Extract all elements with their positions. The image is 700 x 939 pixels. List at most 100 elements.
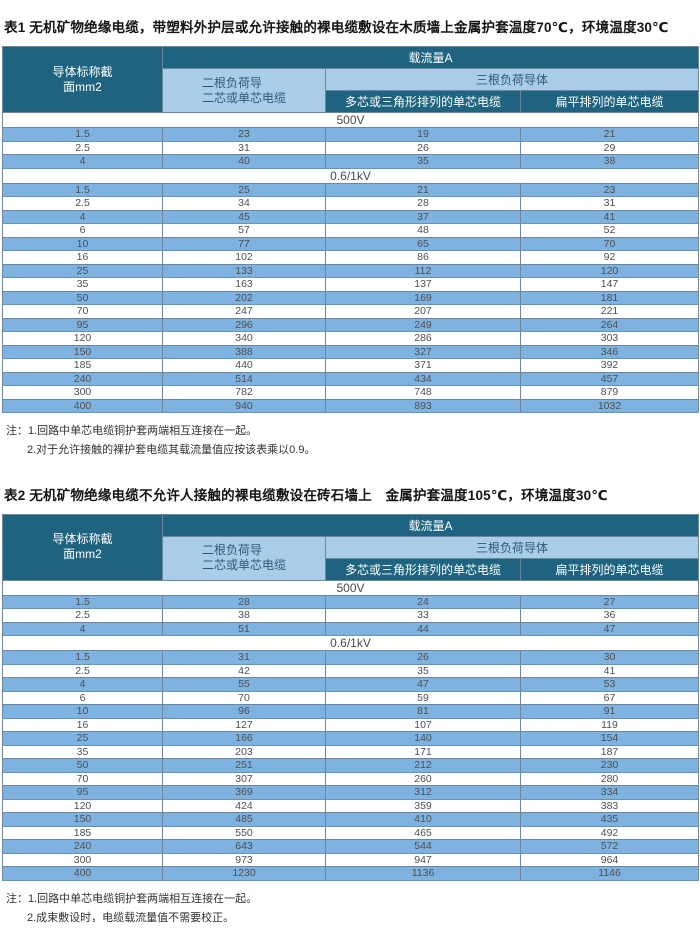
ampacity-value-cell: 31 xyxy=(519,196,700,211)
table-row: 95 296 249 264 xyxy=(2,317,700,332)
table-row: 2.5 31 26 29 xyxy=(2,140,700,155)
ampacity-value-cell: 28 xyxy=(325,196,521,211)
table2-body: 500V 1.5 28 24 27 2.5 38 33 36 4 51 44 47 0.6/1kV 1.5 3… xyxy=(1,579,700,881)
table-row: 120 424 359 383 xyxy=(2,798,700,813)
table-row: 35 163 137 147 xyxy=(2,277,700,292)
note-line: 注：1.回路中单芯电缆铜护套两端相互连接在一起。 xyxy=(6,425,258,437)
conductor-size-cell: 2.5 xyxy=(2,196,163,211)
table2: 导体标称截 面mm2 载流量A 二根负荷导 二芯或单芯电缆 三根负荷导体 多芯或… xyxy=(1,513,700,881)
ampacity-value-cell: 119 xyxy=(519,717,700,732)
ampacity-value-cell: 21 xyxy=(325,182,521,197)
table2-header-row-1: 导体标称截 面mm2 载流量A xyxy=(2,513,700,581)
flat-arrangement-header: 扁平排列的单芯电缆 xyxy=(519,90,700,113)
ampacity-value-cell: 230 xyxy=(519,758,700,773)
ampacity-value-cell: 893 xyxy=(325,398,521,413)
conductor-size-cell: 4 xyxy=(2,209,163,224)
table-row: 400 1230 1136 1146 xyxy=(2,866,700,881)
conductor-size-cell: 4 xyxy=(2,154,163,169)
conductor-size-cell: 95 xyxy=(2,785,163,800)
ampacity-value-cell: 23 xyxy=(162,127,326,142)
table1: 导体标称截 面mm2 载流量A 二根负荷导 二芯或单芯电缆 三根负荷导体 多芯或… xyxy=(1,46,700,413)
ampacity-value-cell: 154 xyxy=(519,731,700,746)
table-row: 400 940 893 1032 xyxy=(2,398,700,413)
conductor-size-header-line1: 导体标称截 xyxy=(52,532,113,546)
conductor-size-cell: 95 xyxy=(2,317,163,332)
two-loaded-conductors-line2: 二芯或单芯电缆 xyxy=(201,558,286,572)
ampacity-value-cell: 203 xyxy=(162,744,326,759)
ampacity-value-cell: 748 xyxy=(325,385,521,400)
ampacity-value-cell: 48 xyxy=(325,223,521,238)
conductor-size-cell: 35 xyxy=(2,744,163,759)
table2-header-row-3: 多芯或三角形排列的单芯电缆 扁平排列的单芯电缆 xyxy=(3,557,700,581)
conductor-size-cell: 150 xyxy=(2,344,163,359)
ampacity-value-cell: 202 xyxy=(162,290,326,305)
two-loaded-conductors-header: 二根负荷导 二芯或单芯电缆 xyxy=(162,535,326,581)
table-row: 240 514 434 457 xyxy=(2,371,700,386)
conductor-size-header-line2: 面mm2 xyxy=(63,547,102,561)
ampacity-value-cell: 38 xyxy=(519,154,700,169)
ampacity-header: 载流量A xyxy=(161,46,700,69)
voltage-section-row: 500V xyxy=(1,112,700,128)
conductor-size-cell: 6 xyxy=(2,223,163,238)
ampacity-value-cell: 212 xyxy=(325,758,521,773)
conductor-size-cell: 300 xyxy=(2,385,163,400)
ampacity-value-cell: 940 xyxy=(162,398,326,413)
table-row: 70 247 207 221 xyxy=(2,304,700,319)
ampacity-value-cell: 260 xyxy=(325,771,521,786)
ampacity-value-cell: 45 xyxy=(162,209,326,224)
three-loaded-conductors-header: 三根负荷导体 xyxy=(324,535,700,559)
ampacity-value-cell: 340 xyxy=(162,331,326,346)
conductor-size-cell: 2.5 xyxy=(2,663,163,678)
ampacity-value-cell: 251 xyxy=(162,758,326,773)
table2-notes: 注：1.回路中单芯电缆铜护套两端相互连接在一起。 2.成束敷设时，电缆载流量值不… xyxy=(2,881,698,929)
table-row: 240 643 544 572 xyxy=(2,839,700,854)
ampacity-value-cell: 77 xyxy=(162,236,326,251)
ampacity-value-cell: 1146 xyxy=(519,866,700,881)
conductor-size-cell: 185 xyxy=(2,825,163,840)
ampacity-value-cell: 107 xyxy=(325,717,521,732)
table-row: 95 369 312 334 xyxy=(2,785,700,800)
table-row: 16 127 107 119 xyxy=(2,717,700,732)
ampacity-value-cell: 27 xyxy=(519,594,700,609)
table-row: 4 40 35 38 xyxy=(2,154,700,169)
conductor-size-cell: 2.5 xyxy=(2,140,163,155)
ampacity-value-cell: 24 xyxy=(325,594,521,609)
ampacity-value-cell: 127 xyxy=(162,717,326,732)
ampacity-value-cell: 249 xyxy=(325,317,521,332)
table2-header-row-2: 二根负荷导 二芯或单芯电缆 三根负荷导体 xyxy=(3,535,700,581)
conductor-size-cell: 4 xyxy=(2,621,163,636)
ampacity-value-cell: 65 xyxy=(325,236,521,251)
ampacity-value-cell: 879 xyxy=(519,385,700,400)
ampacity-value-cell: 369 xyxy=(162,785,326,800)
table-row: 10 96 81 91 xyxy=(2,704,700,719)
ampacity-value-cell: 86 xyxy=(325,250,521,265)
table-row: 1.5 25 21 23 xyxy=(2,182,700,197)
table-row: 4 45 37 41 xyxy=(2,209,700,224)
ampacity-value-cell: 307 xyxy=(162,771,326,786)
multicore-trefoil-header: 多芯或三角形排列的单芯电缆 xyxy=(325,90,521,113)
table-row: 1.5 23 19 21 xyxy=(2,127,700,142)
table1-body: 500V 1.5 23 19 21 2.5 31 26 29 4 40 35 38 0.6/1kV 1.5 2… xyxy=(1,112,700,413)
conductor-size-cell: 25 xyxy=(2,731,163,746)
ampacity-value-cell: 434 xyxy=(325,371,521,386)
two-loaded-conductors-header: 二根负荷导 二芯或单芯电缆 xyxy=(162,68,326,113)
voltage-section-row: 0.6/1kV xyxy=(1,635,700,651)
table-row: 25 133 112 120 xyxy=(2,263,700,278)
ampacity-value-cell: 35 xyxy=(325,663,521,678)
conductor-size-header: 导体标称截 面mm2 xyxy=(2,513,163,581)
ampacity-value-cell: 57 xyxy=(162,223,326,238)
table-row: 25 166 140 154 xyxy=(2,731,700,746)
ampacity-value-cell: 388 xyxy=(162,344,326,359)
table1-header-row-1: 导体标称截 面mm2 载流量A xyxy=(2,46,700,113)
ampacity-value-cell: 1230 xyxy=(162,866,326,881)
voltage-section-label: 500V xyxy=(1,112,700,128)
conductor-size-cell: 50 xyxy=(2,758,163,773)
ampacity-value-cell: 171 xyxy=(325,744,521,759)
ampacity-value-cell: 120 xyxy=(519,263,700,278)
conductor-size-cell: 1.5 xyxy=(2,182,163,197)
ampacity-value-cell: 25 xyxy=(162,182,326,197)
ampacity-value-cell: 42 xyxy=(162,663,326,678)
ampacity-value-cell: 383 xyxy=(519,798,700,813)
ampacity-value-cell: 31 xyxy=(162,650,326,665)
ampacity-value-cell: 544 xyxy=(325,839,521,854)
